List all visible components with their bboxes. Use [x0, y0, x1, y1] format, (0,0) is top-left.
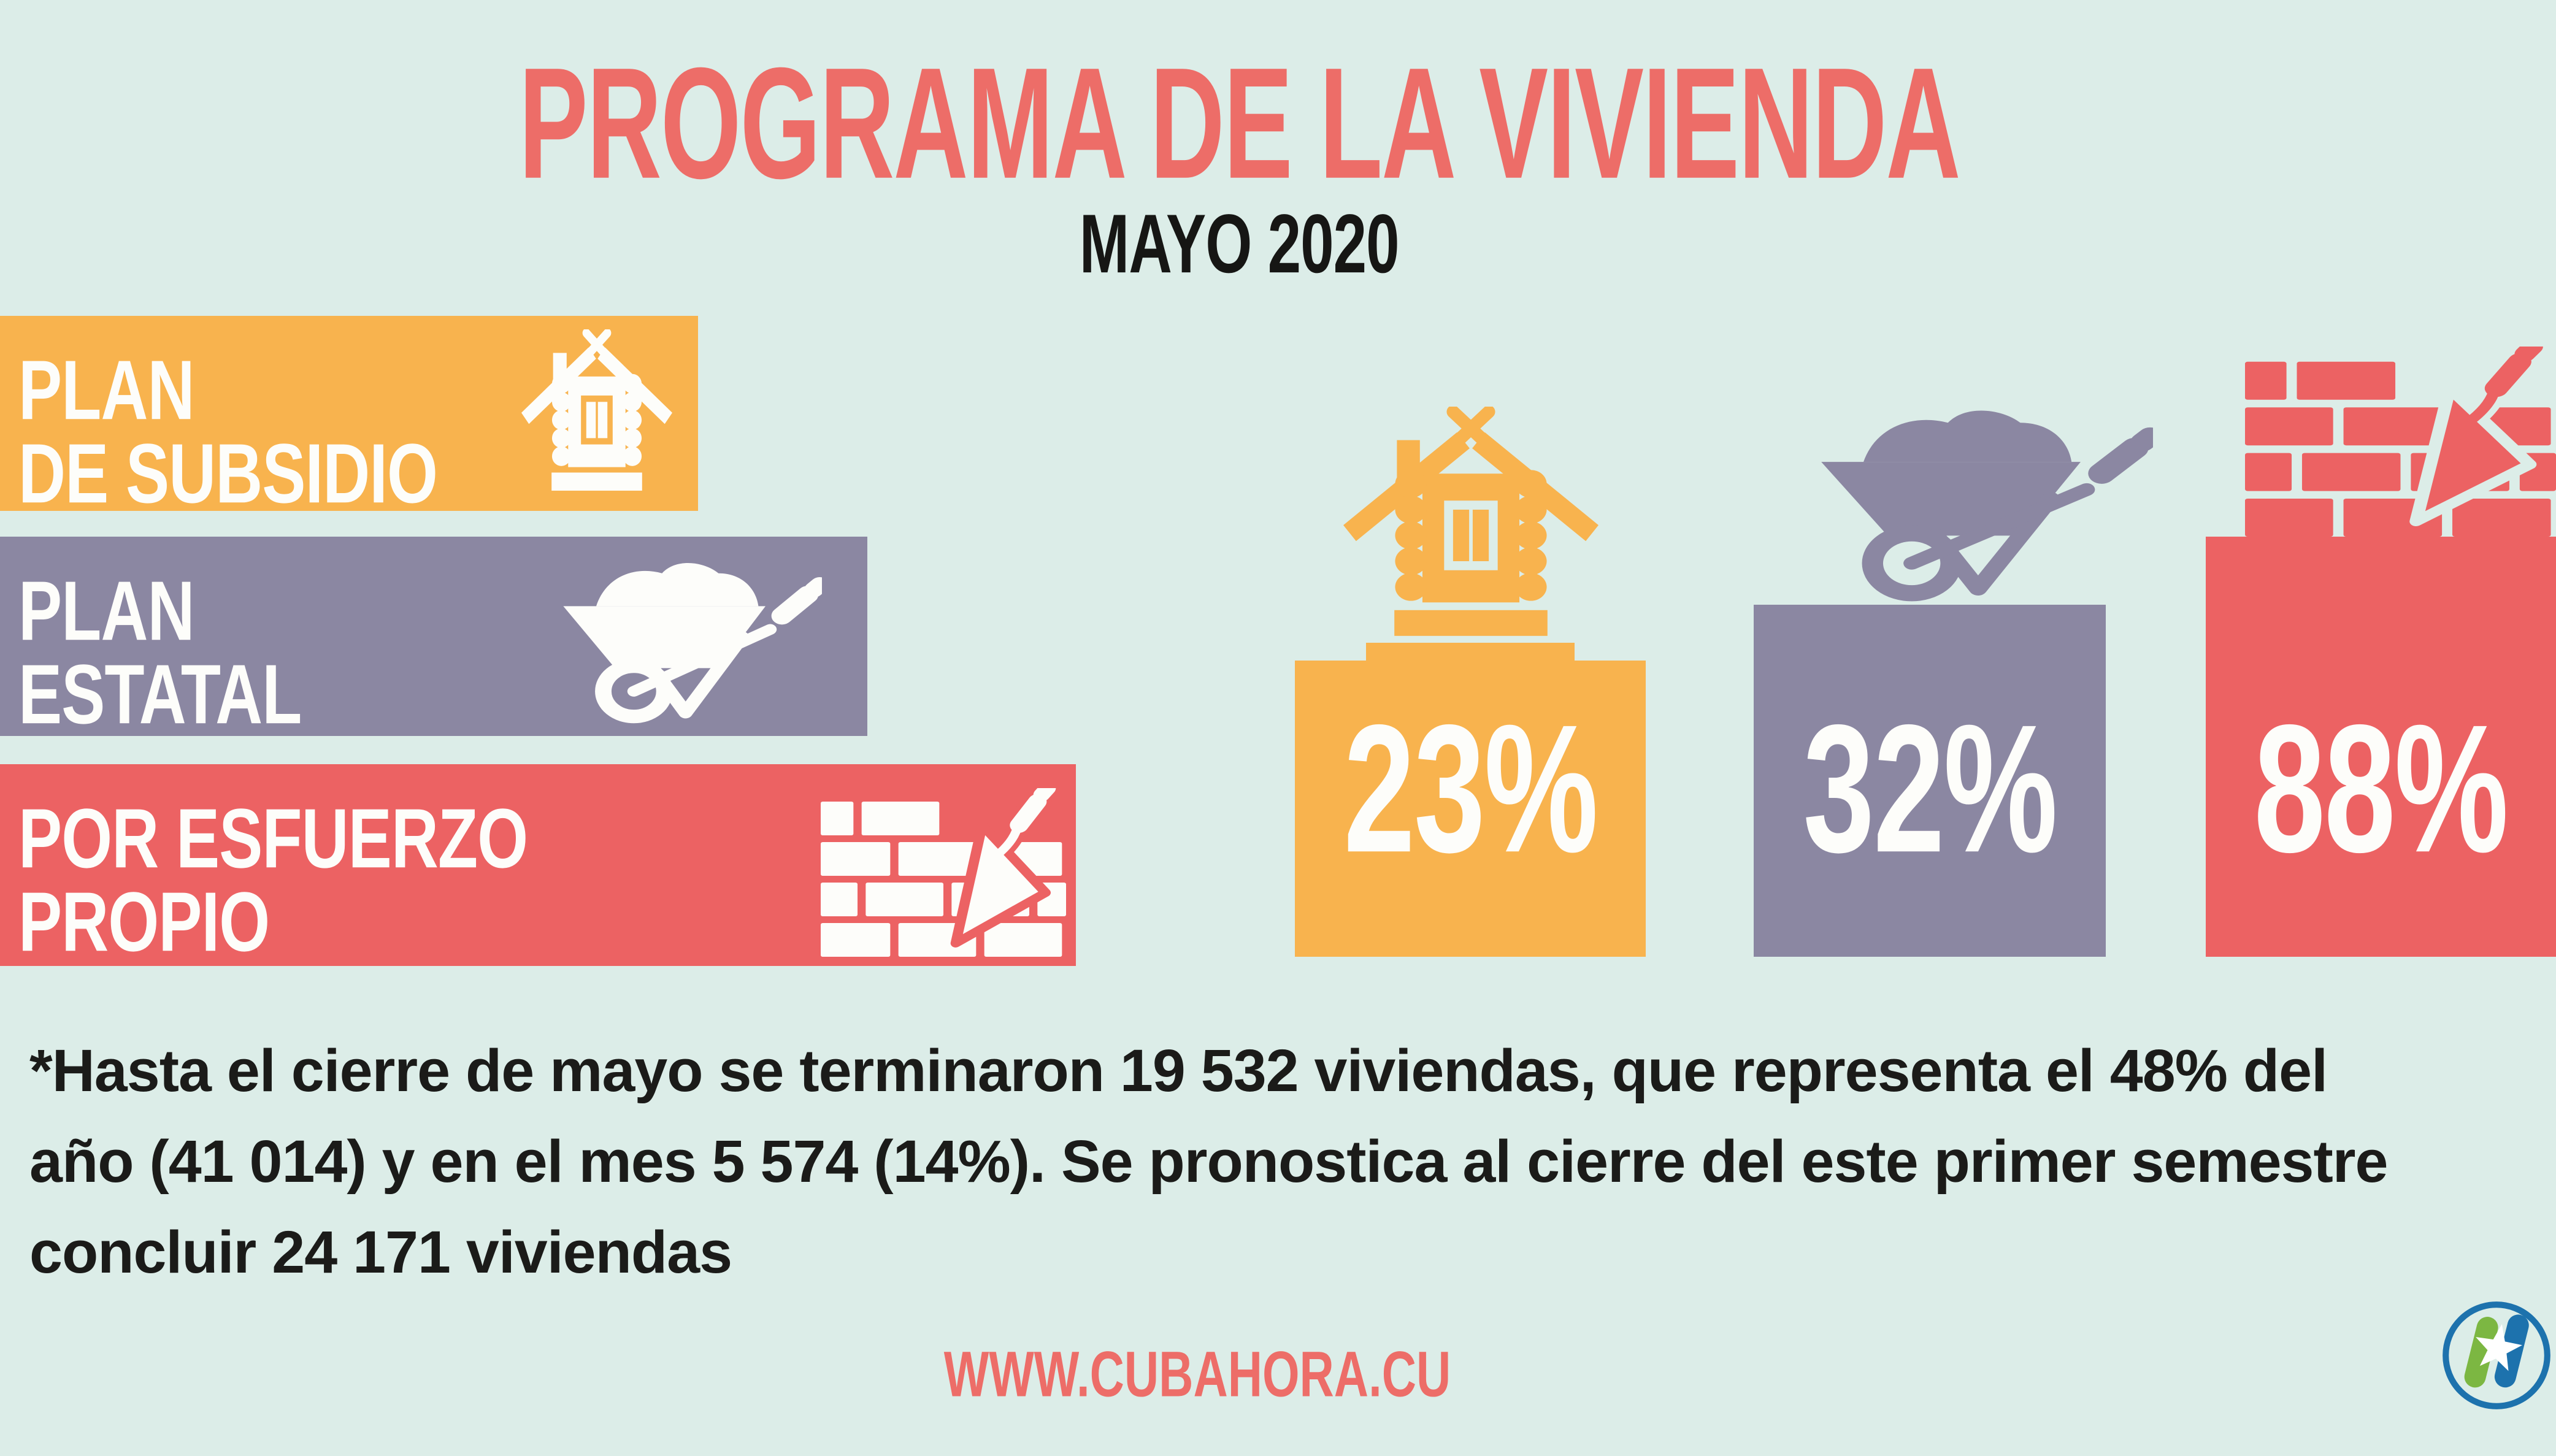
bricks-trowel-icon [2245, 347, 2556, 537]
legend-bar-plan-estatal: PLAN ESTATAL [0, 537, 867, 742]
house-icon [521, 329, 672, 492]
bar-plan-de-subsidio [1295, 661, 1646, 957]
footnote-line: año (41 014) y en el mes 5 574 (14%). Se… [29, 1128, 2389, 1195]
legend-label-line: PLAN [18, 343, 195, 438]
bar-value-text: 23% [1343, 686, 1598, 891]
legend-bar-plan-de-subsidio: PLAN DE SUBSIDIO [0, 316, 698, 521]
legend-label-line: PLAN [18, 564, 195, 659]
legend-bar-por-esfuerzo-propio: POR ESFUERZO PROPIO [0, 764, 1076, 970]
house-icon [1343, 407, 1598, 638]
page-subtitle: MAYO 2020 [0, 196, 2478, 290]
page-subtitle-text: MAYO 2020 [1079, 197, 1400, 291]
wheelbarrow-icon [1791, 397, 2153, 605]
page-title-text: PROGRAMA DE LA VIVIENDA [518, 34, 1961, 212]
bar-plan-estatal [1754, 605, 2106, 957]
website-url: WWW.CUBAHORA.CU [0, 1338, 2395, 1410]
bar-value-text: 88% [2254, 686, 2509, 891]
bar-value-plan-de-subsidio: 23% [1295, 684, 1646, 891]
footnote: *Hasta el cierre de mayo se terminaron 1… [29, 1036, 2538, 1309]
legend-label-line: DE SUBSIDIO [18, 426, 438, 521]
legend-label-plan-estatal: PLAN ESTATAL [18, 562, 310, 742]
legend-label-line: PROPIO [18, 875, 270, 970]
footnote-line: concluir 24 171 viviendas [29, 1219, 732, 1285]
website-url-text: WWW.CUBAHORA.CU [943, 1339, 1451, 1411]
cubahora-logo [2440, 1299, 2553, 1412]
bar-value-por-esfuerzo-propio: 88% [2206, 684, 2556, 891]
bar-por-esfuerzo-propio [2206, 537, 2556, 957]
bar-value-text: 32% [1803, 686, 2057, 891]
legend-label-line: ESTATAL [18, 647, 302, 742]
legend-label-por-esfuerzo-propio: POR ESFUERZO PROPIO [18, 790, 543, 970]
legend-label-line: POR ESFUERZO [18, 791, 528, 886]
footnote-line: *Hasta el cierre de mayo se terminaron 1… [29, 1037, 2328, 1104]
bar-pedestal [1366, 643, 1575, 662]
bricks-trowel-icon [821, 788, 1066, 957]
wheelbarrow-icon [540, 552, 822, 726]
page-title: PROGRAMA DE LA VIVIENDA [0, 32, 2478, 212]
bar-value-plan-estatal: 32% [1754, 684, 2106, 891]
legend-label-plan-de-subsidio: PLAN DE SUBSIDIO [18, 342, 450, 521]
